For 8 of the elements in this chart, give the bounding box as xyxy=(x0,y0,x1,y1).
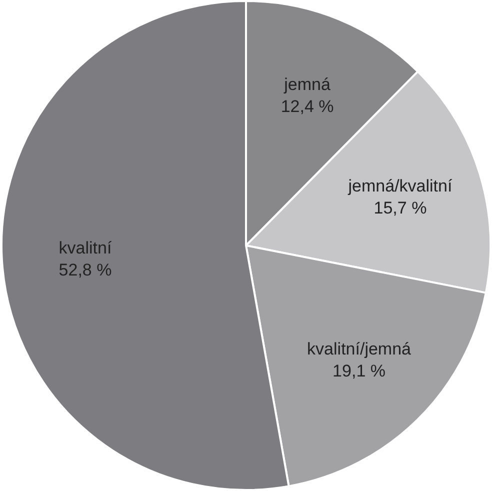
data-label: 15,7 % xyxy=(374,198,427,218)
data-label: 52,8 % xyxy=(58,260,112,280)
slice-label: jemná xyxy=(283,74,331,94)
slice-label: kvalitní xyxy=(58,238,112,258)
slice-label: jemná/kvalitní xyxy=(347,176,452,196)
slice-label: kvalitní/jemná xyxy=(307,339,412,358)
data-label: 12,4 % xyxy=(280,96,334,116)
data-label: 19,1 % xyxy=(332,361,386,380)
